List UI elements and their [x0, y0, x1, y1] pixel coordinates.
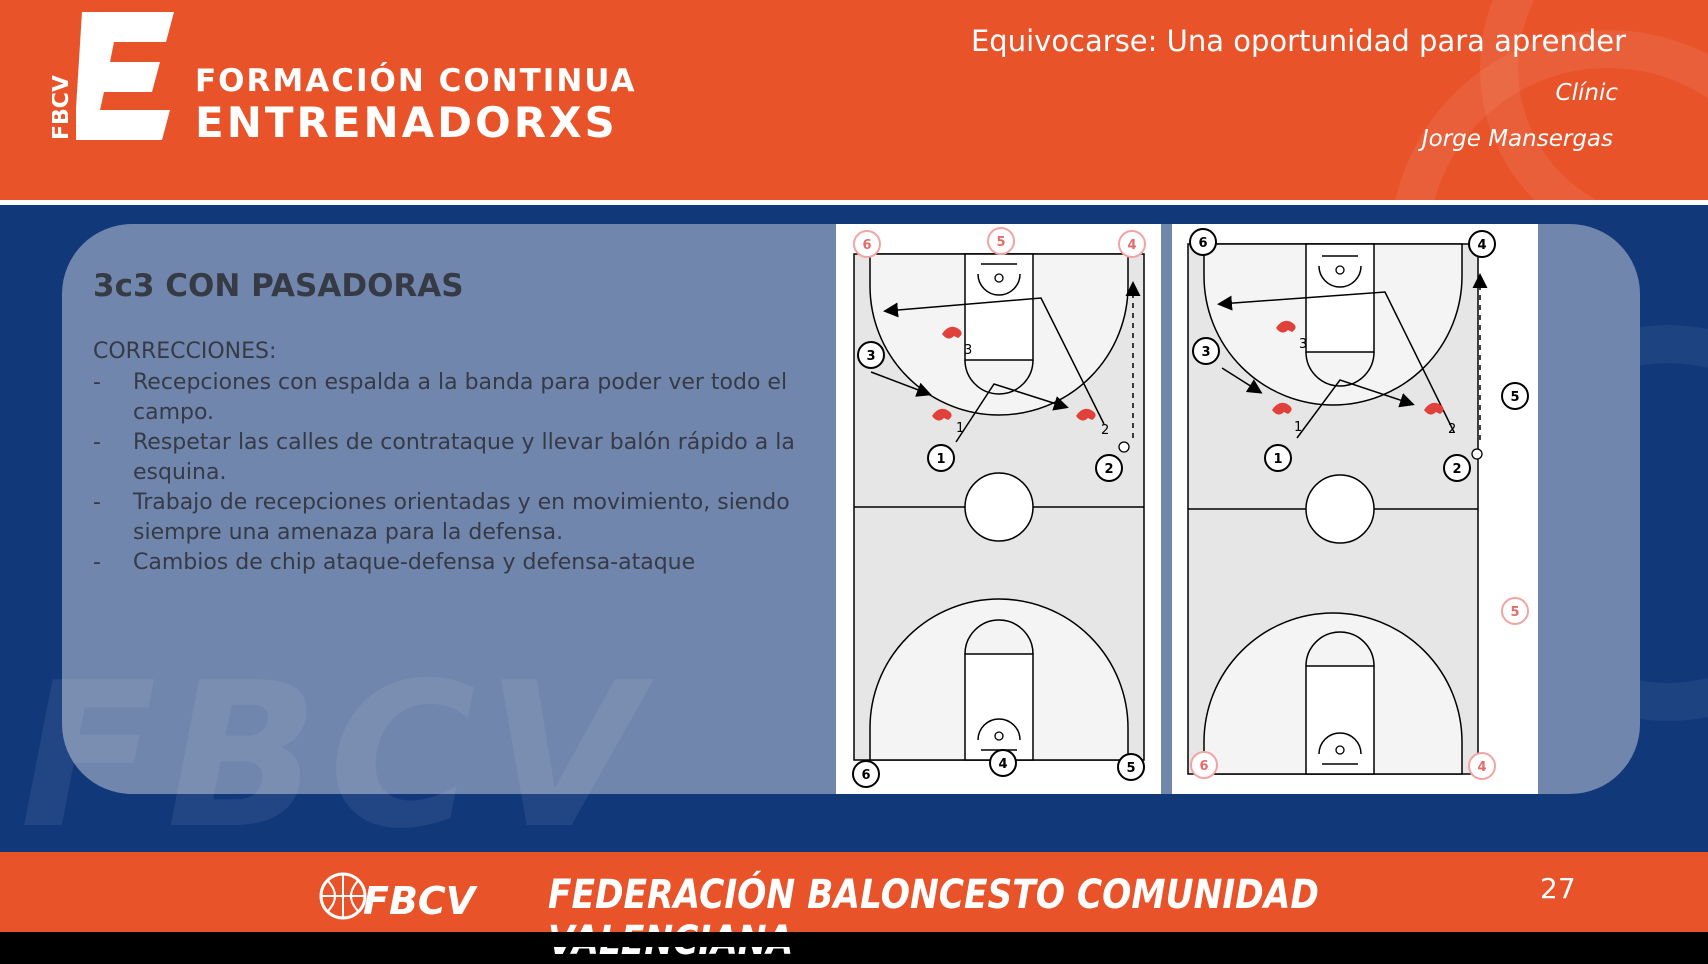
court-right-svg: 3 1 2 3 1 2 6 4: [1187, 228, 1529, 780]
bullet-text: Respetar las calles de contrataque y lle…: [133, 430, 795, 485]
passer-marker: 6: [1189, 228, 1217, 256]
player-marker: 1: [1264, 444, 1292, 472]
passer-marker: 5: [1117, 753, 1145, 781]
corrections-list: - Recepciones con espalda a la banda para…: [93, 368, 823, 578]
passer-marker: 5: [1501, 382, 1529, 410]
svg-text:4: 4: [1127, 238, 1136, 253]
player-marker: 2: [1443, 454, 1471, 482]
header-banner: FBCV FORMACIÓN CONTINUA ENTRENADORXS Equ…: [0, 0, 1708, 200]
court-left-svg: 3 1 2 3 1 2 6 5: [852, 227, 1146, 788]
defender-icon: 2: [1076, 408, 1109, 438]
passer-marker-red: 4: [1468, 752, 1496, 780]
bullet-text: Trabajo de recepciones orientadas y en m…: [133, 490, 790, 545]
footer-banner: [0, 852, 1708, 932]
bullet-marker: -: [93, 370, 101, 395]
bullet-marker: -: [93, 550, 101, 575]
bullet-marker: -: [93, 490, 101, 515]
defender-icon: 2: [1424, 402, 1456, 437]
passer-marker: 6: [852, 760, 880, 788]
list-item: - Cambios de chip ataque-defensa y defens…: [93, 548, 823, 578]
svg-text:4: 4: [998, 757, 1007, 772]
svg-text:5: 5: [1510, 605, 1519, 620]
passer-marker: 4: [1468, 230, 1496, 258]
slide-title: 3c3 CON PASADORAS: [93, 268, 464, 304]
player-marker: 3: [857, 341, 885, 369]
svg-text:3: 3: [1299, 337, 1307, 352]
svg-text:6: 6: [1198, 236, 1207, 251]
fbcv-logo-icon: FBCV: [52, 12, 174, 144]
svg-text:6: 6: [862, 238, 871, 253]
svg-text:2: 2: [1101, 423, 1109, 438]
passer-marker-red: 4: [1118, 230, 1146, 258]
svg-text:3: 3: [964, 343, 972, 358]
federation-name: FEDERACIÓN BALONCESTO COMUNIDAD VALENCIA…: [548, 872, 1319, 964]
svg-text:5: 5: [1126, 761, 1135, 776]
passer-marker-red: 5: [987, 227, 1015, 255]
svg-text:4: 4: [1477, 238, 1486, 253]
svg-text:4: 4: [1477, 760, 1486, 775]
bullet-marker: -: [93, 430, 101, 455]
brand-line-2: ENTRENADORXS: [195, 98, 618, 147]
talk-author: Jorge Mansergas: [1421, 126, 1613, 152]
list-item: - Recepciones con espalda a la banda para…: [93, 368, 823, 428]
defender-icon: 3: [1276, 320, 1307, 352]
defender-icon: 3: [942, 326, 972, 358]
defender-icon: 1: [932, 408, 964, 436]
svg-text:1: 1: [1273, 452, 1282, 467]
svg-text:FBCV: FBCV: [363, 879, 478, 923]
list-item: - Trabajo de recepciones orientadas y en …: [93, 488, 823, 548]
court-diagram-right: 3 1 2 3 1 2 6 4: [1172, 224, 1538, 794]
svg-text:FBCV: FBCV: [52, 75, 74, 140]
passer-marker-red: 6: [1190, 751, 1218, 779]
svg-text:1: 1: [936, 452, 945, 467]
svg-text:5: 5: [1510, 390, 1519, 405]
talk-title: Equivocarse: Una oportunidad para aprend…: [970, 24, 1626, 58]
svg-text:5: 5: [996, 235, 1005, 250]
passer-marker-red: 6: [853, 230, 881, 258]
defender-icon: 1: [1272, 402, 1302, 435]
talk-type: Clínic: [1555, 80, 1618, 106]
watermark: FBCV: [20, 640, 651, 873]
bullet-text: Cambios de chip ataque-defensa y defensa…: [133, 550, 696, 575]
corrections-heading: CORRECCIONES:: [93, 339, 277, 364]
svg-text:1: 1: [1294, 420, 1302, 435]
player-marker: 1: [927, 444, 955, 472]
svg-text:3: 3: [1201, 345, 1210, 360]
svg-text:3: 3: [866, 349, 875, 364]
brand-line-1: FORMACIÓN CONTINUA: [195, 63, 637, 99]
svg-text:6: 6: [861, 768, 870, 783]
passer-marker: 4: [989, 749, 1017, 777]
svg-text:2: 2: [1104, 462, 1113, 477]
svg-text:2: 2: [1452, 462, 1461, 477]
page-number: 27: [1540, 872, 1576, 905]
court-diagram-left: 3 1 2 3 1 2 6 5: [836, 224, 1161, 794]
fbcv-basketball-logo-icon: FBCV: [319, 872, 478, 923]
svg-text:6: 6: [1199, 759, 1208, 774]
bottom-edge: [0, 932, 1708, 947]
header-divider: [0, 200, 1708, 205]
passer-marker-red: 5: [1501, 597, 1529, 625]
list-item: - Respetar las calles de contrataque y ll…: [93, 428, 823, 488]
svg-text:2: 2: [1448, 422, 1456, 437]
svg-text:1: 1: [956, 421, 964, 436]
player-marker: 3: [1192, 337, 1220, 365]
player-marker: 2: [1095, 454, 1123, 482]
bullet-text: Recepciones con espalda a la banda para …: [133, 370, 788, 425]
